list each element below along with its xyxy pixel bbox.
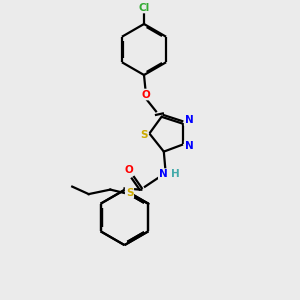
Text: Cl: Cl <box>138 2 150 13</box>
Text: O: O <box>124 165 133 175</box>
Text: S: S <box>126 188 133 198</box>
Text: N: N <box>159 169 168 179</box>
Text: N: N <box>185 115 194 125</box>
Text: N: N <box>185 141 194 151</box>
Text: S: S <box>140 130 148 140</box>
Text: H: H <box>171 169 180 179</box>
Text: O: O <box>141 89 150 100</box>
